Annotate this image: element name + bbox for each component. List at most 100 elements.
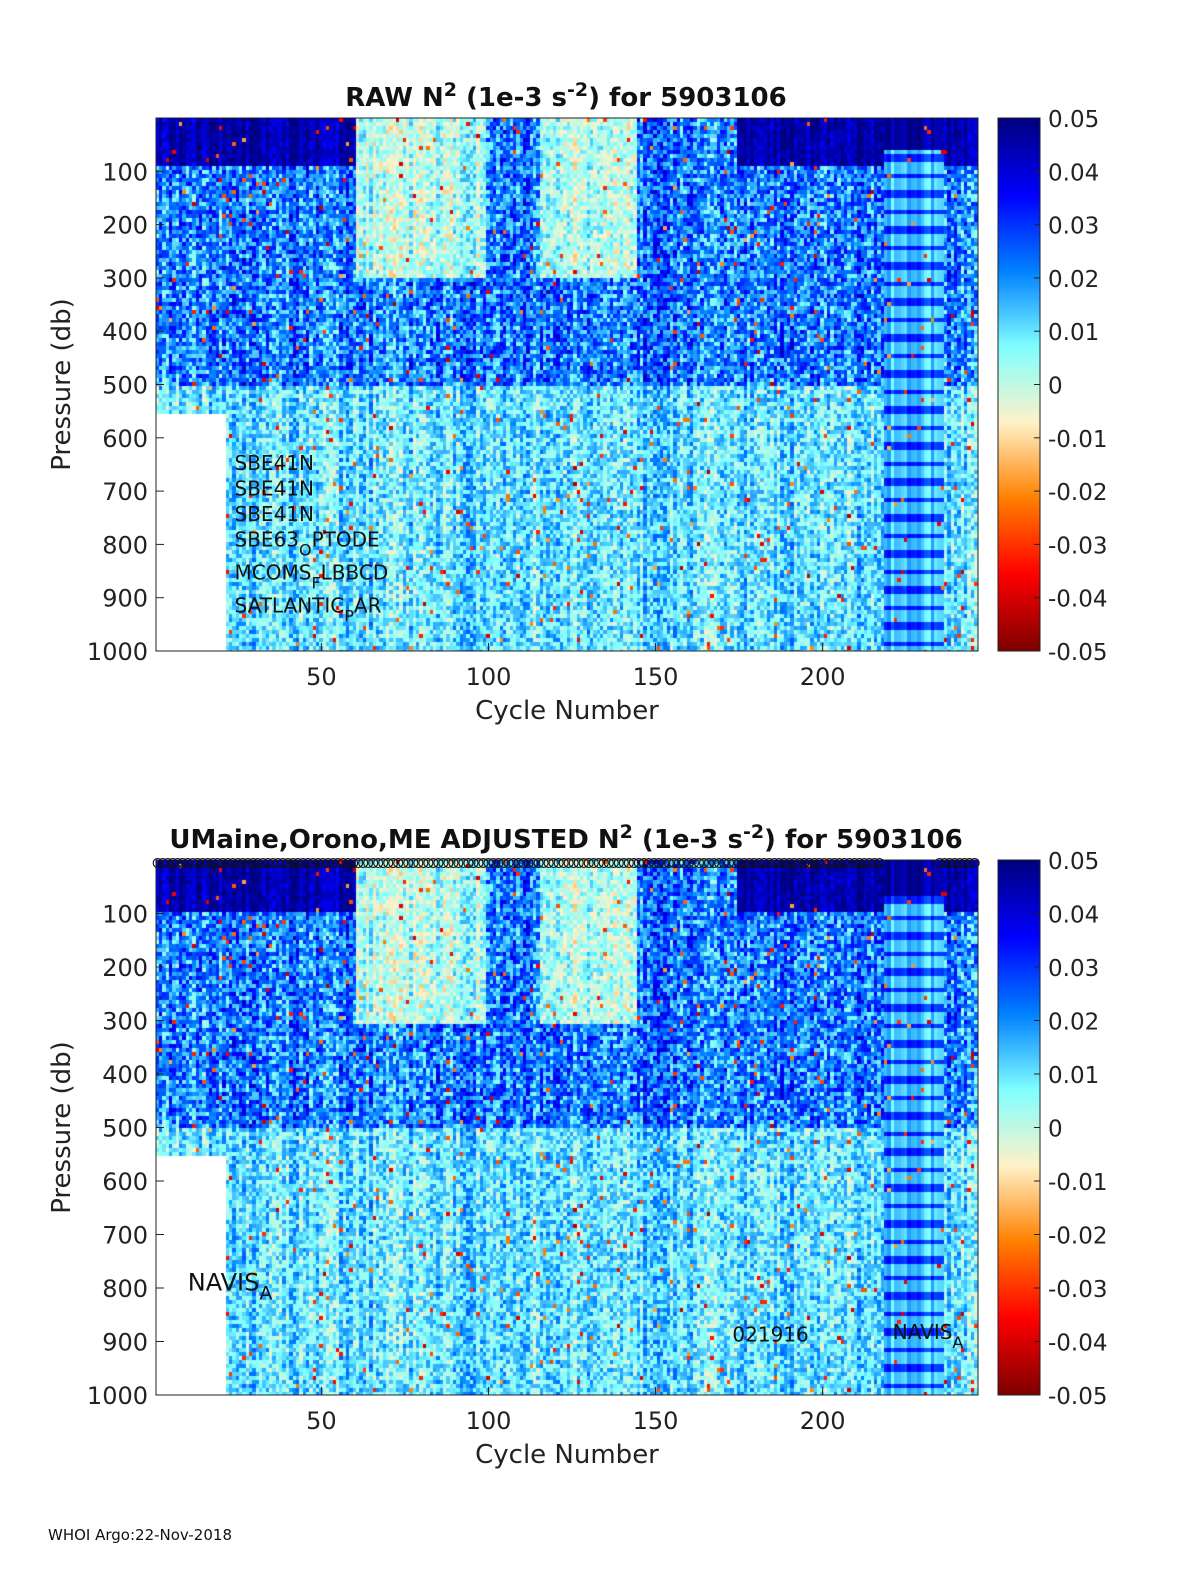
heatmap-image	[156, 860, 978, 1395]
x-tick-label: 50	[306, 663, 337, 691]
colorbar-tick-label: -0.04	[1048, 1331, 1108, 1357]
top-marker	[262, 857, 273, 869]
top-marker	[829, 857, 840, 869]
top-marker	[588, 857, 599, 869]
top-marker	[849, 857, 860, 869]
top-marker	[548, 857, 559, 869]
chart-panel-1: 100 200 300 400 500 600 700 800 900 1000 50 100 150 2…	[47, 79, 1108, 726]
top-marker	[874, 857, 885, 869]
top-marker	[764, 857, 775, 869]
y-tick-label: 800	[102, 531, 148, 559]
top-marker	[648, 857, 659, 869]
y-tick-label: 700	[102, 1222, 148, 1250]
top-marker	[683, 857, 695, 869]
annotation-text: NAVISA	[188, 1269, 273, 1305]
top-marker	[784, 857, 795, 869]
top-marker	[207, 857, 218, 869]
top-marker	[819, 857, 830, 869]
x-axis-label: Cycle Number	[475, 696, 659, 726]
top-marker	[573, 857, 584, 869]
top-marker	[969, 857, 980, 869]
top-marker	[954, 857, 965, 869]
top-marker	[528, 857, 539, 869]
top-marker	[448, 857, 459, 869]
top-marker	[844, 857, 855, 869]
top-marker	[177, 857, 188, 869]
top-marker	[292, 857, 304, 869]
y-tick-label: 300	[102, 1008, 148, 1036]
top-marker	[949, 857, 960, 869]
top-marker	[804, 857, 815, 869]
top-marker	[368, 857, 379, 869]
top-marker	[834, 857, 845, 869]
top-marker	[348, 857, 359, 869]
x-tick-label: 150	[633, 663, 679, 691]
top-marker	[869, 857, 880, 869]
top-marker	[663, 857, 674, 869]
x-tick-label: 150	[633, 1407, 679, 1435]
colorbar-tick-label: 0.03	[1048, 214, 1099, 240]
colorbar-tick-label: 0.04	[1048, 160, 1099, 186]
colorbar-tick-label: 0.03	[1048, 956, 1099, 982]
y-tick-label: 200	[102, 212, 148, 240]
top-marker	[318, 857, 329, 869]
top-marker	[769, 857, 780, 869]
annotation-text: SBE41N	[235, 451, 314, 475]
top-marker	[227, 857, 238, 869]
top-marker	[724, 857, 735, 869]
colorbar-tick-label: -0.02	[1048, 1224, 1108, 1250]
top-marker	[854, 857, 865, 869]
y-tick-label: 800	[102, 1275, 148, 1303]
top-marker	[328, 857, 339, 869]
top-marker	[598, 857, 609, 869]
top-marker	[187, 857, 198, 869]
top-marker	[488, 857, 499, 869]
annotation-text: 021916	[732, 1323, 808, 1347]
colorbar-tick-label: -0.04	[1048, 587, 1108, 613]
top-marker	[643, 857, 654, 869]
annotation-text: NAVISA	[893, 1320, 964, 1352]
colorbar-tick-label: -0.02	[1048, 480, 1108, 506]
colorbar-tick-label: 0.01	[1048, 320, 1099, 346]
top-marker	[944, 857, 955, 869]
top-marker	[638, 857, 649, 869]
top-marker	[673, 857, 684, 869]
top-marker	[593, 857, 604, 869]
top-marker	[333, 857, 344, 869]
top-marker	[523, 857, 534, 869]
top-marker	[388, 857, 399, 869]
top-marker	[237, 857, 248, 869]
top-marker	[703, 857, 715, 869]
top-marker	[498, 857, 509, 869]
top-marker	[558, 857, 569, 869]
y-tick-label: 200	[102, 954, 148, 982]
top-marker	[302, 857, 314, 869]
top-marker	[297, 857, 309, 869]
top-marker	[483, 857, 494, 869]
top-marker	[553, 857, 564, 869]
top-marker	[493, 857, 504, 869]
chart-panel-2: 100 200 300 400 500 600 700 800 900 1000 50 100 150 2…	[47, 821, 1108, 1470]
y-tick-label: 600	[102, 425, 148, 453]
top-marker	[252, 857, 263, 869]
x-tick-label: 50	[306, 1407, 337, 1435]
top-marker	[478, 857, 489, 869]
y-tick-label: 1000	[87, 638, 148, 666]
top-marker	[744, 857, 755, 869]
y-tick-label: 700	[102, 478, 148, 506]
chart-title: UMaine,Orono,ME ADJUSTED N2 (1e-3 s-2) f…	[169, 821, 962, 855]
annotation-text: SBE63OPTODE	[235, 528, 380, 560]
top-marker	[463, 857, 474, 869]
top-marker	[277, 857, 289, 869]
top-marker	[799, 857, 810, 869]
top-marker	[513, 857, 524, 869]
chart-title: RAW N2 (1e-3 s-2) for 5903106	[345, 79, 787, 113]
top-marker	[433, 857, 444, 869]
top-marker	[578, 857, 589, 869]
top-marker	[343, 857, 354, 869]
top-marker	[603, 857, 614, 869]
colorbar-tick-label: 0.05	[1048, 107, 1099, 133]
top-marker	[864, 857, 875, 869]
top-marker	[688, 857, 700, 869]
